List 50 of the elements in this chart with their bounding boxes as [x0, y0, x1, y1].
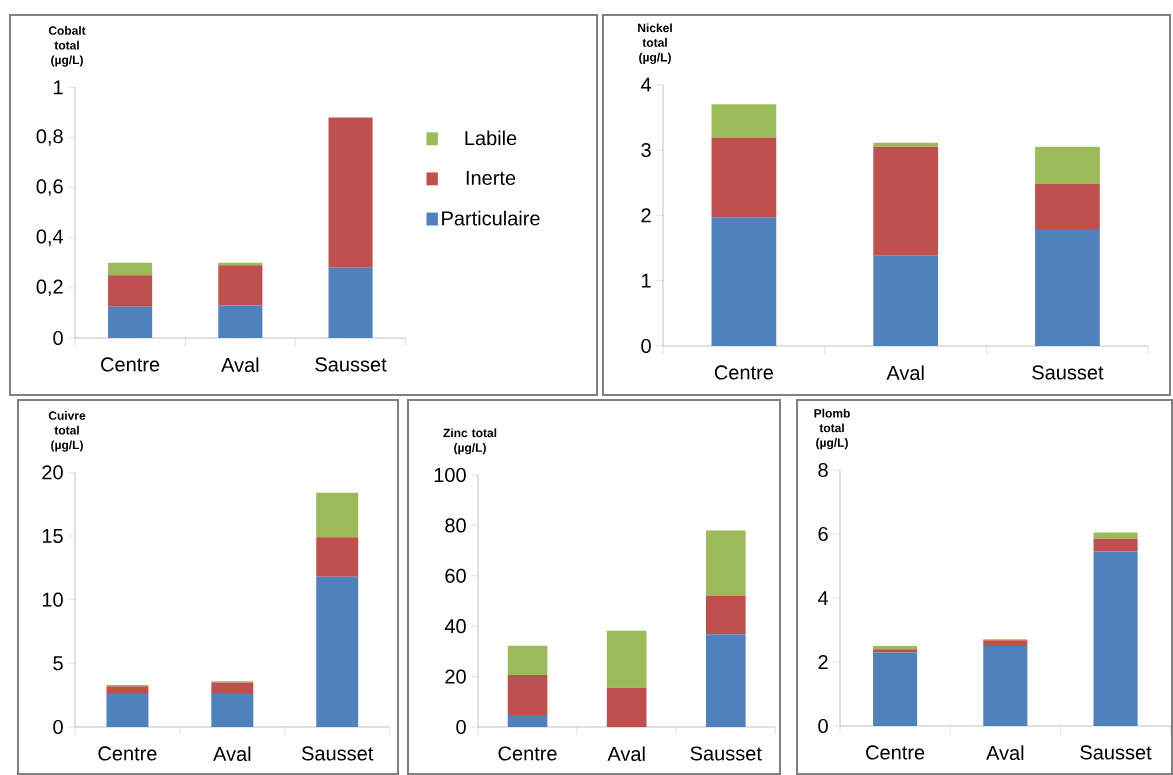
y-tick-label: 0,2	[36, 279, 63, 297]
y-tick-label: 0	[456, 719, 466, 735]
y-tick-label: 6	[818, 526, 828, 542]
legend-label: Labile	[465, 130, 517, 146]
x-tick-label: Aval	[986, 745, 1024, 761]
y-tick-label: 0	[641, 338, 651, 354]
y-tick-label: 4	[817, 591, 829, 605]
y-tick-label: 40	[444, 619, 466, 634]
y-tick-label: 3	[641, 142, 651, 158]
legend-label: Inerte	[466, 171, 516, 185]
x-tick-label: Centre	[98, 746, 157, 761]
x-tick-label: Sausset	[1080, 745, 1152, 760]
x-tick-label: Aval	[886, 365, 924, 381]
y-tick-label: 8	[818, 462, 828, 478]
y-axis-title: Cuivre total (µg/L)	[48, 411, 86, 452]
y-axis-title: Zinc total (µg/L)	[443, 428, 497, 455]
y-tick-label: 100	[434, 467, 466, 483]
y-tick-label: 0,8	[36, 129, 63, 146]
y-tick-label: 15	[42, 529, 63, 543]
y-tick-label: 5	[53, 656, 63, 671]
legend-label: Particulaire	[442, 210, 540, 226]
y-axis-title: Plomb total (µg/L)	[814, 408, 850, 450]
y-tick-label: 0	[53, 719, 63, 735]
y-tick-label: 20	[42, 465, 63, 480]
x-tick-label: Sausset	[1032, 365, 1104, 380]
y-tick-label: 20	[445, 669, 466, 684]
x-tick-label: Aval	[213, 746, 251, 762]
x-tick-label: Centre	[498, 746, 557, 761]
y-axis-title: Nickel total (µg/L)	[638, 23, 672, 64]
y-axis-title: Cobalt total (µg/L)	[48, 26, 86, 67]
y-tick-label: 1	[642, 273, 651, 288]
y-tick-label: 0,6	[36, 179, 63, 196]
y-tick-label: 2	[818, 655, 828, 669]
y-tick-label: 4	[640, 77, 652, 92]
y-tick-label: 0	[818, 718, 828, 734]
y-tick-label: 10	[42, 592, 63, 607]
y-tick-label: 80	[445, 518, 466, 533]
y-tick-label: 2	[641, 208, 651, 223]
x-tick-label: Aval	[221, 357, 259, 373]
x-tick-label: Sausset	[301, 746, 374, 761]
x-tick-label: Aval	[607, 746, 645, 762]
x-tick-label: Sausset	[690, 746, 762, 761]
y-tick-label: 0	[53, 330, 63, 346]
x-tick-label: Centre	[714, 365, 774, 380]
y-tick-label: 60	[445, 568, 466, 583]
x-tick-label: Centre	[866, 745, 925, 760]
x-tick-label: Centre	[101, 357, 160, 372]
x-tick-label: Sausset	[315, 357, 387, 372]
y-tick-label: 0,4	[36, 229, 64, 246]
y-tick-label: 1	[54, 80, 63, 95]
